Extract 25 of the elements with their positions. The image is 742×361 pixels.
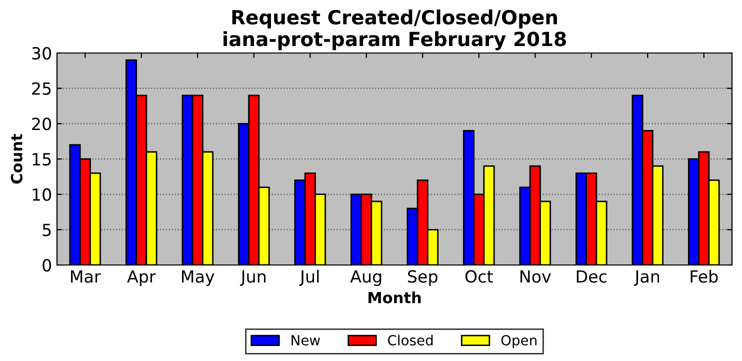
- x-tick-label: Jan: [634, 270, 660, 286]
- y-tick-label: 15: [32, 153, 51, 166]
- y-axis-title: Count: [10, 134, 22, 184]
- x-tick-label: Nov: [520, 270, 551, 283]
- legend-label: Open: [501, 334, 536, 348]
- y-tick-label: 5: [42, 224, 51, 236]
- x-tick-label: Oct: [465, 270, 493, 283]
- y-tick-label: 10: [32, 188, 52, 201]
- x-tick-label: Dec: [576, 270, 606, 283]
- y-tick-label: 25: [32, 82, 51, 95]
- chart-title: Request Created/Closed/Open iana-prot-param February 2018: [224, 10, 566, 50]
- x-tick-label: Feb: [690, 270, 718, 283]
- x-tick-label: Jun: [240, 270, 266, 286]
- y-tick-label: 20: [32, 118, 52, 130]
- legend-label: Closed: [388, 334, 433, 346]
- x-tick-label: Apr: [127, 270, 156, 286]
- x-tick-label: Jul: [299, 270, 319, 286]
- legend-label: New: [292, 335, 320, 346]
- x-tick-label: May: [182, 270, 214, 286]
- y-tick-label: 0: [42, 258, 52, 272]
- x-tick-label: Sep: [408, 270, 438, 286]
- x-tick-label: Mar: [71, 270, 101, 283]
- y-tick-label: 30: [32, 46, 52, 60]
- x-tick-label: Aug: [350, 270, 382, 286]
- x-axis-title: Month: [368, 292, 421, 304]
